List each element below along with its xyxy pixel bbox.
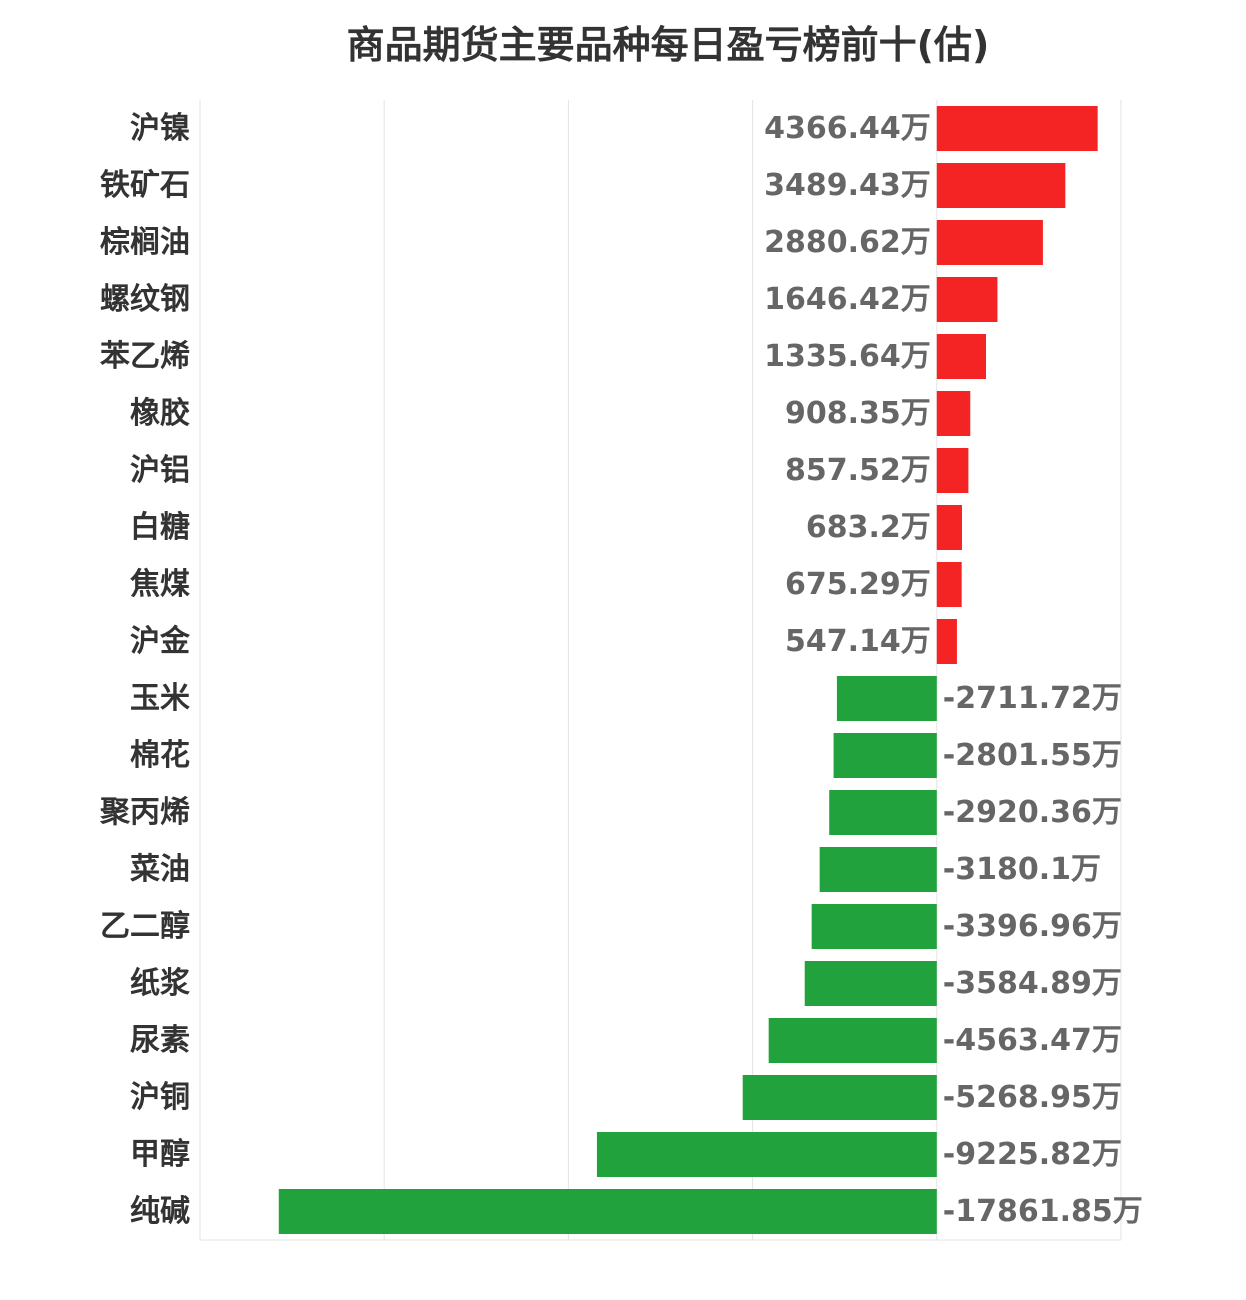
bar	[936, 619, 957, 664]
category-label: 焦煤	[130, 567, 190, 602]
category-label: 沪镍	[130, 111, 190, 146]
chart-title: 商品期货主要品种每日盈亏榜前十(估)	[346, 23, 990, 67]
bar	[836, 676, 937, 721]
category-label: 乙二醇	[100, 909, 190, 944]
value-label: -3180.1万	[943, 852, 1101, 887]
value-label: -3584.89万	[943, 966, 1122, 1001]
value-label: -2801.55万	[943, 738, 1122, 773]
category-label: 菜油	[130, 852, 190, 887]
bar	[936, 562, 962, 607]
category-label: 橡胶	[130, 396, 190, 431]
value-label: -5268.95万	[943, 1080, 1122, 1115]
value-label: 3489.43万	[764, 168, 931, 203]
value-label: 4366.44万	[764, 111, 931, 146]
bar	[936, 448, 969, 493]
value-label: 908.35万	[785, 396, 931, 431]
category-label: 沪金	[130, 624, 191, 659]
value-label: 857.52万	[785, 453, 931, 488]
bar	[936, 334, 987, 379]
category-label: 甲醇	[130, 1137, 190, 1172]
category-label: 尿素	[130, 1023, 190, 1058]
category-label: 沪铝	[130, 453, 190, 488]
value-label: 2880.62万	[764, 225, 931, 260]
bar	[278, 1189, 937, 1234]
value-label: 675.29万	[785, 567, 931, 602]
bar	[811, 904, 937, 949]
value-label: -2920.36万	[943, 795, 1122, 830]
category-label: 棕榈油	[100, 225, 190, 260]
bar	[936, 505, 962, 550]
category-label: 玉米	[130, 681, 190, 716]
bar	[936, 391, 971, 436]
category-label: 铁矿石	[100, 168, 190, 203]
bar	[936, 277, 998, 322]
bar	[742, 1075, 937, 1120]
value-label: 683.2万	[806, 510, 931, 545]
category-label: 沪铜	[130, 1080, 190, 1115]
bar	[833, 733, 937, 778]
value-label: -4563.47万	[943, 1023, 1122, 1058]
value-label: -3396.96万	[943, 909, 1122, 944]
category-label: 螺纹钢	[100, 282, 190, 317]
bar	[936, 220, 1043, 265]
category-label: 棉花	[130, 738, 190, 773]
value-label: 1335.64万	[764, 339, 931, 374]
bar	[829, 790, 937, 835]
value-label: 1646.42万	[764, 282, 931, 317]
value-label: 547.14万	[785, 624, 931, 659]
category-label: 白糖	[130, 510, 190, 545]
bar	[804, 961, 937, 1006]
bar	[596, 1132, 937, 1177]
bar	[819, 847, 937, 892]
value-label: -17861.85万	[943, 1194, 1143, 1229]
category-label: 纯碱	[130, 1194, 190, 1229]
category-label: 纸浆	[130, 966, 190, 1001]
bar	[936, 163, 1066, 208]
bar	[768, 1018, 937, 1063]
bar	[936, 106, 1098, 151]
category-label: 苯乙烯	[100, 339, 190, 374]
value-label: -2711.72万	[943, 681, 1122, 716]
value-label: -9225.82万	[943, 1137, 1122, 1172]
category-label: 聚丙烯	[99, 795, 190, 830]
